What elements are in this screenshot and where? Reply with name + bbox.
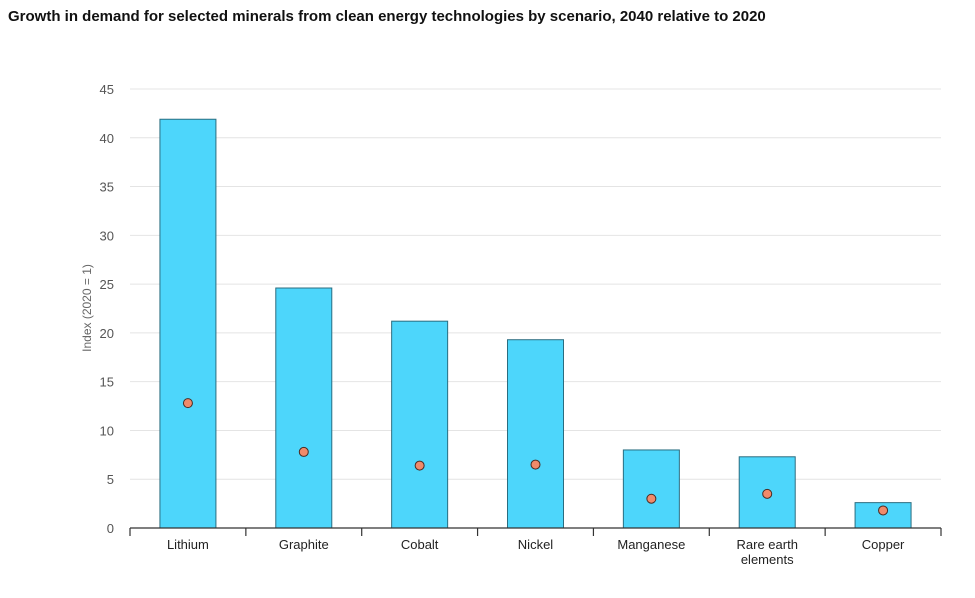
y-tick-label: 25 bbox=[100, 277, 114, 292]
y-tick-label: 35 bbox=[100, 180, 114, 195]
y-tick-label: 15 bbox=[100, 375, 114, 390]
x-category-label: Rare earth elements bbox=[737, 537, 798, 567]
scenario-dot bbox=[298, 446, 309, 457]
x-category-label: Nickel bbox=[518, 537, 554, 552]
bar bbox=[275, 287, 333, 529]
y-tick-label: 10 bbox=[100, 423, 114, 438]
bars bbox=[159, 118, 912, 529]
x-axis-labels: Lithium Graphite Cobalt Nickel Manganese Rare… bbox=[167, 537, 905, 567]
x-category-label: Manganese bbox=[617, 537, 685, 552]
y-tick-label: 0 bbox=[107, 521, 114, 536]
x-category-label: Graphite bbox=[279, 537, 329, 552]
scenario-dot bbox=[414, 460, 425, 471]
y-tick-label: 30 bbox=[100, 228, 114, 243]
y-axis-ticks: 0 5 10 15 20 25 30 35 40 45 bbox=[100, 82, 114, 536]
bar bbox=[622, 449, 680, 529]
scenario-dot bbox=[530, 459, 541, 470]
x-category-label: Cobalt bbox=[401, 537, 439, 552]
scenario-dot bbox=[646, 493, 657, 504]
chart-title: Growth in demand for selected minerals f… bbox=[8, 8, 766, 25]
scenario-dot bbox=[762, 488, 773, 499]
x-axis bbox=[129, 527, 942, 536]
scenario-dots bbox=[182, 398, 889, 516]
scenario-dot bbox=[182, 398, 193, 409]
bar bbox=[507, 339, 564, 529]
x-category-label: Lithium bbox=[167, 537, 209, 552]
y-tick-label: 40 bbox=[100, 131, 114, 146]
scenario-dot bbox=[878, 505, 889, 516]
y-tick-label: 45 bbox=[100, 82, 114, 97]
y-axis-title: Index (2020 = 1) bbox=[80, 264, 94, 352]
y-tick-label: 5 bbox=[107, 472, 114, 487]
bar bbox=[391, 320, 449, 529]
y-tick-label: 20 bbox=[100, 326, 114, 341]
x-category-label: Copper bbox=[862, 537, 905, 552]
bar bbox=[159, 118, 217, 529]
